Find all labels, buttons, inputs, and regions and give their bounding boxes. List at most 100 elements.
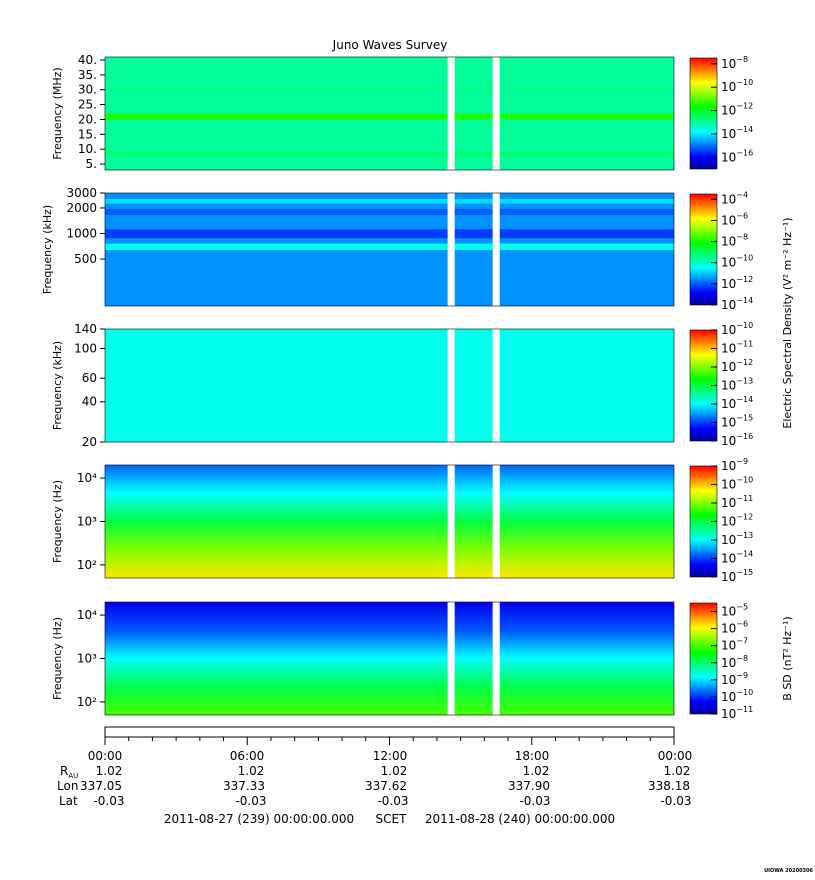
data-gap bbox=[492, 192, 500, 307]
colorbar-tick-label: 10−7 bbox=[721, 637, 748, 653]
emission-band bbox=[105, 208, 674, 216]
data-gap bbox=[492, 56, 500, 171]
y-tick-label: 10² bbox=[77, 695, 97, 709]
y-axis-label: Frequency (Hz) bbox=[51, 480, 64, 563]
panel-frame bbox=[104, 56, 675, 171]
ephemeris-value: -0.03 bbox=[93, 794, 124, 808]
colorbar-scale bbox=[689, 602, 718, 715]
y-tick-label: 25. bbox=[78, 98, 97, 112]
time-tick-label: 00:00 bbox=[658, 749, 693, 763]
y-tick-label: 2000 bbox=[66, 201, 97, 215]
colorbar-tick-label: 10−11 bbox=[721, 494, 753, 510]
colorbar-tick-label: 10−9 bbox=[721, 457, 748, 473]
y-tick-label: 20 bbox=[82, 435, 97, 449]
colorbar-lfr-high: 10−16 10−15 10−14 10−13 10−12 10−11 10−10 Elect… bbox=[689, 217, 794, 448]
ephemeris-label-r: RAU bbox=[60, 764, 78, 780]
ephemeris-value: -0.03 bbox=[519, 794, 550, 808]
start-time-label: 2011-08-27 (239) 00:00:00.000 bbox=[164, 812, 354, 826]
colorbar-scale bbox=[689, 193, 718, 306]
colorbar-tick-label: 10−4 bbox=[721, 190, 748, 206]
ephemeris-value: 1.02 bbox=[664, 764, 691, 778]
colorbar-tick-label: 10−14 bbox=[721, 395, 753, 411]
spectrogram-panel-hfr-high: 5.10.15.20.25.30.35.40. Frequency (MHz) bbox=[51, 53, 675, 171]
colorbar-tick-label: 10−8 bbox=[721, 654, 748, 670]
y-tick-label: 3000 bbox=[66, 186, 97, 200]
data-gap bbox=[447, 328, 455, 443]
colorbar-hfr-low: 10−14 10−12 10−10 10−8 10−6 10−4 bbox=[689, 190, 753, 312]
spectrogram-field bbox=[105, 602, 674, 715]
y-tick-label: 10³ bbox=[77, 515, 97, 529]
ephemeris-value: -0.03 bbox=[235, 794, 266, 808]
emission-band bbox=[105, 229, 674, 239]
colorbar-hfr-high: 10−16 10−14 10−12 10−10 10−8 bbox=[689, 55, 753, 170]
y-tick-label: 100 bbox=[74, 342, 97, 356]
spectrogram-panel-lfr-high: 20 40 60 100 140 Frequency (kHz) bbox=[51, 322, 675, 449]
figure-title: Juno Waves Survey bbox=[332, 38, 448, 52]
colorbars: 10−1610−1410−1210−1010−810−1410−1210−101… bbox=[689, 55, 794, 721]
y-tick-label: 140 bbox=[74, 322, 97, 336]
data-gap bbox=[447, 192, 455, 307]
colorbar-tick-label: 10−13 bbox=[721, 377, 753, 393]
time-axis-ticks bbox=[104, 737, 675, 745]
y-tick-label: 10. bbox=[78, 142, 97, 156]
data-gap bbox=[447, 56, 455, 171]
colorbar-tick-label: 10−8 bbox=[721, 55, 748, 71]
colorbar-tick-label: 10−10 bbox=[721, 476, 753, 492]
y-tick-label: 15. bbox=[78, 127, 97, 141]
time-tick-label: 06:00 bbox=[230, 749, 265, 763]
ephemeris-value: -0.03 bbox=[377, 794, 408, 808]
y-axis-label: Frequency (Hz) bbox=[51, 617, 64, 700]
colorbar-tick-label: 10−16 bbox=[721, 148, 753, 164]
colorbar-tick-label: 10−12 bbox=[721, 102, 753, 118]
colorbar-tick-label: 10−14 bbox=[721, 125, 753, 141]
spectrogram-panel-lfr-low: 10² 10³ 10⁴ Frequency (Hz) bbox=[51, 464, 675, 579]
end-time-label: 2011-08-28 (240) 00:00:00.000 bbox=[425, 812, 615, 826]
y-tick-label: 20. bbox=[78, 112, 97, 126]
colorbar-tick-label: 10−14 bbox=[721, 296, 753, 312]
colorbar-tick-label: 10−14 bbox=[721, 550, 753, 566]
data-gap bbox=[492, 464, 500, 579]
panel-frame bbox=[104, 192, 675, 307]
colorbar-tick-label: 10−12 bbox=[721, 275, 753, 291]
time-axis bbox=[104, 726, 675, 745]
colorbar-tick-label: 10−11 bbox=[721, 340, 753, 356]
colorbar-scale bbox=[689, 57, 718, 170]
ephemeris-label-lon: Lon bbox=[57, 779, 78, 793]
colorbar-tick-label: 10−9 bbox=[721, 671, 748, 687]
spectrogram-field bbox=[105, 329, 674, 442]
y-tick-label: 40 bbox=[82, 395, 97, 409]
data-gap bbox=[447, 464, 455, 579]
watermark: UIOWA 20200306 bbox=[764, 868, 813, 874]
ephemeris-value: 337.33 bbox=[223, 779, 265, 793]
colorbar-tick-label: 10−15 bbox=[721, 568, 753, 584]
colorbar-tick-label: 10−15 bbox=[721, 414, 753, 430]
ephemeris-value: 1.02 bbox=[523, 764, 550, 778]
ephemeris-value: 338.18 bbox=[648, 779, 690, 793]
emission-band bbox=[105, 88, 674, 92]
colorbar-tick-label: 10−16 bbox=[721, 432, 753, 448]
y-tick-label: 40. bbox=[78, 53, 97, 67]
y-tick-label: 10² bbox=[77, 558, 97, 572]
y-tick-label: 10⁴ bbox=[77, 471, 97, 485]
y-tick-label: 10³ bbox=[77, 652, 97, 666]
ephemeris-value: 1.02 bbox=[381, 764, 408, 778]
colorbar-tick-label: 10−10 bbox=[721, 321, 753, 337]
ephemeris-value: 337.62 bbox=[365, 779, 407, 793]
data-gap bbox=[492, 328, 500, 443]
y-tick-label: 60 bbox=[82, 371, 97, 385]
spectrogram-panels: 5.10.15.20.25.30.35.40. Frequency (MHz) 50… bbox=[41, 53, 675, 716]
y-tick-label: 500 bbox=[74, 252, 97, 266]
colorbar-label: Electric Spectral Density (V² m⁻² Hz⁻¹) bbox=[781, 217, 794, 428]
emission-band bbox=[105, 198, 674, 204]
time-tick-label: 12:00 bbox=[373, 749, 408, 763]
colorbar-tick-label: 10−10 bbox=[721, 78, 753, 94]
colorbar-tick-label: 10−11 bbox=[721, 705, 753, 721]
colorbar-tick-label: 10−5 bbox=[721, 603, 748, 619]
data-gap bbox=[447, 601, 455, 716]
ephemeris-value: 337.05 bbox=[80, 779, 122, 793]
y-axis-label: Frequency (kHz) bbox=[41, 205, 54, 294]
colorbar-tick-label: 10−12 bbox=[721, 358, 753, 374]
scet-label: SCET bbox=[376, 812, 408, 826]
colorbar-label: B SD (nT² Hz⁻¹) bbox=[781, 616, 794, 700]
